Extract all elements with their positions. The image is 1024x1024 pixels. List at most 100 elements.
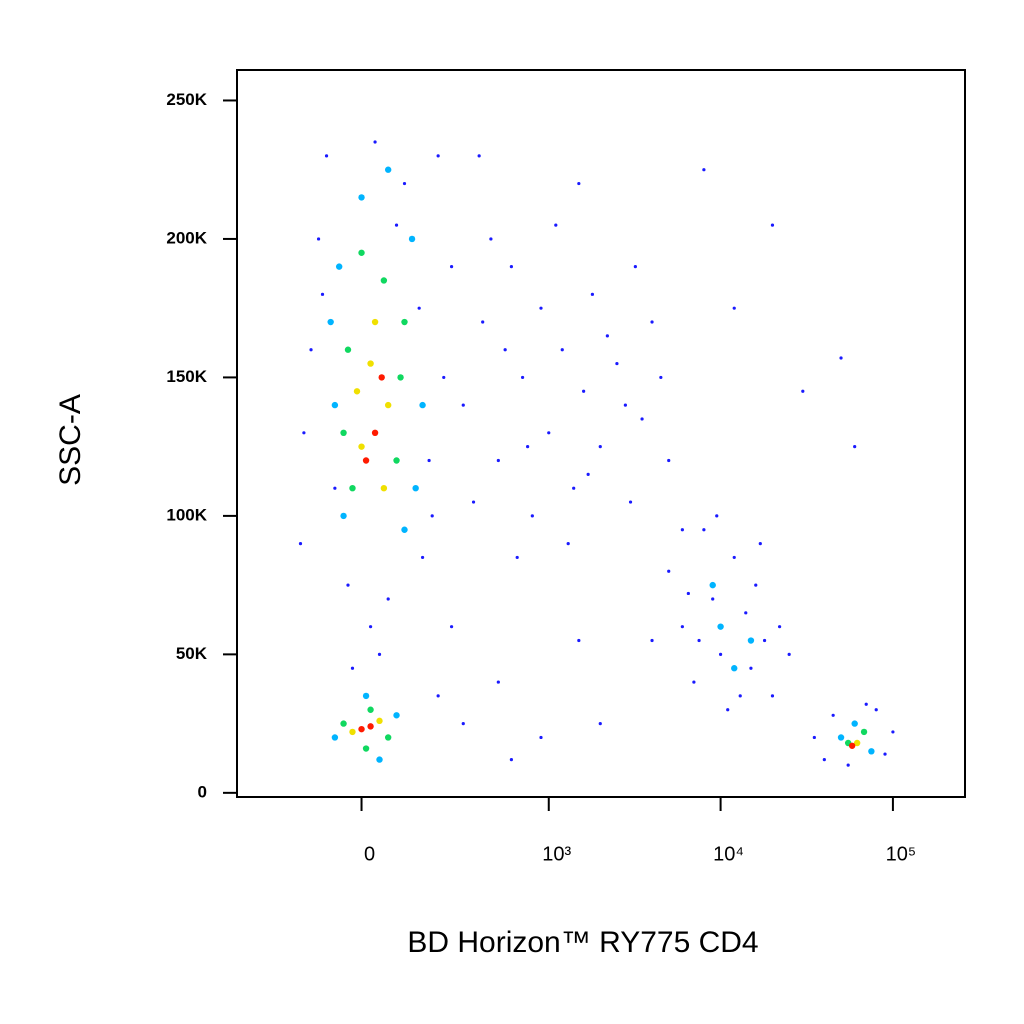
- data-point: [628, 500, 633, 504]
- data-point: [711, 597, 715, 601]
- data-point: [377, 652, 382, 656]
- data-point: [331, 734, 339, 741]
- data-point: [471, 500, 476, 504]
- data-point: [373, 140, 377, 144]
- data-point: [358, 725, 365, 733]
- x-tick-label: 10⁵: [886, 843, 917, 865]
- y-tick-label: 100K: [166, 505, 207, 524]
- data-point: [417, 306, 421, 310]
- data-point: [692, 680, 696, 684]
- data-point: [393, 457, 400, 464]
- data-point: [868, 748, 875, 755]
- data-point: [520, 375, 525, 380]
- data-point: [309, 348, 313, 352]
- data-point: [358, 194, 365, 201]
- data-point: [489, 237, 493, 241]
- data-point: [605, 334, 609, 338]
- data-point: [402, 181, 407, 186]
- data-point: [770, 223, 775, 227]
- data-point: [853, 739, 861, 747]
- data-point: [509, 758, 514, 762]
- data-point: [577, 638, 581, 643]
- data-point: [598, 722, 602, 726]
- data-point: [839, 356, 843, 360]
- data-point: [702, 168, 706, 172]
- y-tick-label: 250K: [166, 90, 207, 109]
- data-point: [384, 401, 392, 409]
- data-point: [547, 431, 551, 435]
- x-tick-label: 10³: [542, 843, 571, 865]
- x-tick-label: 0: [364, 843, 375, 865]
- data-point: [408, 235, 416, 243]
- data-point: [717, 623, 724, 630]
- data-point: [333, 486, 337, 490]
- data-point: [344, 346, 352, 353]
- data-point: [732, 306, 736, 310]
- y-tick-label: 150K: [166, 367, 207, 386]
- data-point: [554, 223, 558, 227]
- y-axis-label: SSC-A: [54, 394, 87, 486]
- data-point: [349, 728, 356, 736]
- data-point: [770, 694, 775, 698]
- x-axis-label: BD Horizon™ RY775 CD4: [407, 926, 758, 959]
- data-point: [298, 541, 303, 546]
- data-point: [397, 374, 404, 381]
- data-point: [419, 401, 426, 409]
- data-point: [586, 472, 590, 476]
- data-point: [539, 735, 543, 740]
- data-point: [822, 758, 826, 762]
- data-point: [358, 249, 365, 256]
- data-point: [680, 625, 684, 629]
- data-point: [732, 555, 736, 560]
- data-point: [335, 263, 343, 270]
- data-point: [380, 484, 388, 492]
- data-point: [367, 723, 374, 730]
- data-point: [851, 720, 858, 727]
- data-point: [530, 514, 534, 518]
- data-point: [812, 735, 816, 740]
- data-point: [680, 528, 684, 532]
- data-point: [386, 597, 390, 601]
- data-point: [436, 154, 440, 158]
- data-point: [582, 389, 586, 393]
- data-point: [615, 361, 619, 366]
- data-point: [461, 403, 465, 407]
- data-point: [503, 348, 507, 352]
- data-point: [340, 429, 347, 437]
- data-point: [560, 348, 564, 352]
- data-point: [384, 734, 392, 741]
- data-point: [747, 637, 755, 644]
- data-point: [726, 708, 730, 712]
- data-point: [449, 265, 454, 269]
- data-point: [401, 526, 408, 533]
- data-point: [623, 403, 627, 407]
- data-point: [738, 694, 742, 698]
- data-point: [376, 756, 383, 763]
- data-point: [590, 292, 595, 296]
- data-point: [509, 265, 514, 269]
- data-point: [340, 720, 347, 727]
- data-point: [367, 360, 374, 367]
- data-point: [371, 429, 379, 437]
- data-point: [650, 320, 654, 324]
- data-point: [331, 401, 339, 409]
- data-point: [362, 745, 370, 752]
- data-point: [787, 652, 791, 656]
- data-point: [874, 708, 878, 712]
- data-point: [320, 292, 325, 296]
- data-point: [709, 581, 716, 589]
- data-point: [346, 583, 350, 587]
- data-point: [461, 722, 465, 726]
- data-point: [762, 638, 767, 643]
- data-point: [853, 445, 857, 449]
- data-point: [697, 638, 701, 643]
- data-point: [860, 728, 868, 736]
- data-point: [412, 484, 419, 492]
- data-point: [362, 457, 370, 464]
- data-point: [667, 458, 671, 463]
- data-point: [496, 680, 500, 684]
- data-point: [633, 265, 637, 269]
- data-point: [384, 166, 392, 173]
- data-point: [744, 611, 748, 615]
